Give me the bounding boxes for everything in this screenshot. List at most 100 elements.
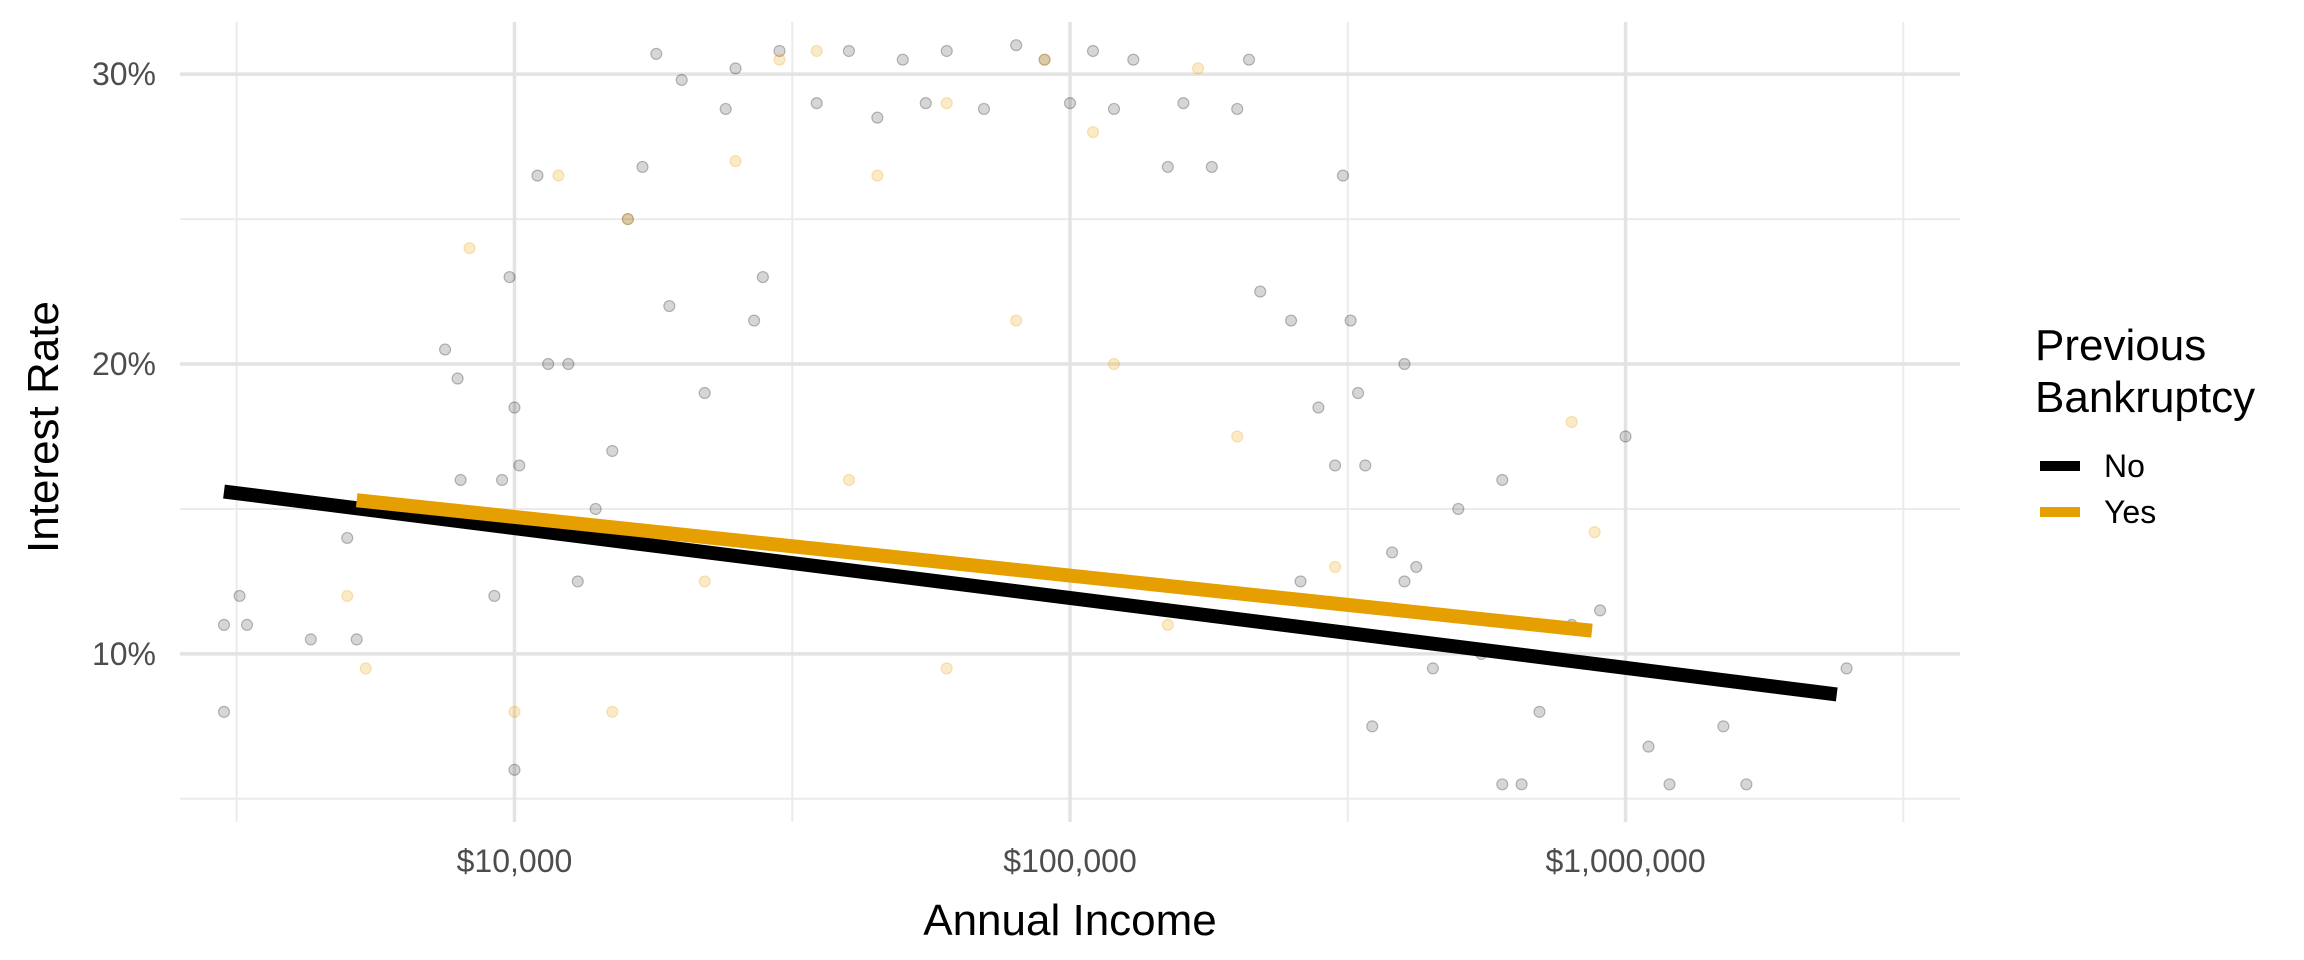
y-tick-label: 10% [92,636,156,672]
scatter-point-no [1351,386,1365,400]
scatter-point-no [503,270,516,284]
scatter-point-no [842,44,856,58]
x-tick-labels: $10,000 $100,000 $1,000,000 [457,843,1706,879]
scatter-point-yes [359,662,372,675]
scatter-point-no [1496,473,1509,487]
scatter-point-no [1328,459,1342,472]
x-tick-label: $100,000 [1003,843,1136,879]
scatter-point-no [1038,53,1051,66]
scatter-point-no [1385,546,1399,559]
legend-title-line-2: Bankruptcy [2035,373,2255,422]
scatter-point-no [729,62,742,75]
y-tick-label: 20% [92,346,156,382]
scatter-point-no [1063,97,1077,110]
scatter-point-yes [1191,62,1205,75]
scatter-point-yes [810,44,823,58]
scatter-point-no [675,73,688,87]
x-tick-label: $1,000,000 [1545,843,1705,879]
scatter-point-no [513,459,526,472]
scatter-point-no [1177,97,1190,110]
scatter-point-yes [621,213,634,226]
scatter-point-no [488,589,501,603]
scatter-point-no [589,502,602,516]
y-axis-title: Interest Rate [19,301,68,553]
scatter-point-no [1344,314,1357,327]
scatter-point-no [1663,778,1676,791]
scatter-point-no [1254,285,1267,298]
scatter-point-no [810,97,823,110]
legend-title-line-1: Previous [2035,321,2206,370]
scatter-point-no [748,314,761,327]
scatter-point-no [562,357,575,371]
scatter-point-yes [940,97,953,110]
scatter-point-no [233,589,246,603]
scatter-point-no [1366,720,1379,733]
scatter-point-no [650,47,663,60]
legend: Previous Bankruptcy No Yes [2035,321,2255,530]
scatter-point-no [217,705,231,718]
scatter-point-no [1426,662,1439,675]
scatter-point-yes [1565,415,1578,429]
scatter-point-yes [1038,53,1051,66]
scatter-point-no [495,473,509,487]
scatter-point-no [1533,705,1546,718]
fit-line-yes [355,493,1593,638]
scatter-point-yes [842,473,856,487]
scatter-point-no [940,44,953,58]
y-tick-label: 30% [92,56,156,92]
scatter-point-no [663,299,676,313]
legend-label-yes: Yes [2104,494,2156,530]
scatter-point-no [1231,102,1244,116]
scatter-point-no [571,575,584,588]
scatter-point-yes [1161,618,1174,631]
scatter-point-yes [1086,126,1100,139]
scatter-point-no [977,102,991,116]
scatter-point-yes [729,155,742,168]
scatter-point-no [1359,459,1372,472]
scatter-point-yes [552,169,565,182]
scatter-point-yes [463,241,476,255]
scatter-point-yes [871,169,884,182]
scatter-point-yes [1231,430,1244,443]
scatter-point-yes [1107,357,1121,371]
scatter-point-no [217,618,231,631]
scatter-point-no [1619,430,1632,443]
scatter-point-no [1496,778,1509,791]
scatter-point-no [240,618,254,631]
scatter-point-no [621,213,634,226]
scatter-point-no [896,53,909,66]
fit-line-no [223,484,1838,702]
scatter-point-no [454,473,467,487]
scatter-point-yes [1010,314,1023,327]
major-gridlines [180,22,1960,822]
scatter-point-no [1398,357,1411,371]
scatter-point-yes [773,53,786,66]
scatter-point-no [531,169,544,182]
scatter-point-no [1840,662,1853,675]
scatter-point-no [1515,778,1528,791]
scatter-point-no [542,357,555,371]
scatter-point-yes [508,705,521,718]
scatter-point-no [871,111,884,124]
scatter-point-no [1398,575,1411,588]
y-tick-labels: 10% 20% 30% [92,56,156,672]
scatter-point-no [1410,560,1423,574]
scatter-point-no [508,401,521,414]
scatter-point-yes [1328,560,1342,574]
scatter-point-no [1452,502,1465,516]
scatter-point-no [350,633,363,646]
scatter-point-no [636,160,649,174]
legend-label-no: No [2104,448,2145,484]
scatter-point-no [773,44,786,58]
scatter-point-no [919,97,932,110]
scatter-point-no [1284,314,1298,327]
scatter-point-no [1242,53,1256,66]
scatter-point-no [1010,39,1023,52]
scatter-point-no [1717,720,1730,733]
scatter-point-no [1086,44,1100,58]
x-tick-label: $10,000 [457,843,573,879]
scatter-point-no [1740,778,1753,791]
scatter-point-yes [1588,526,1601,539]
scatter-point-no [451,372,464,385]
